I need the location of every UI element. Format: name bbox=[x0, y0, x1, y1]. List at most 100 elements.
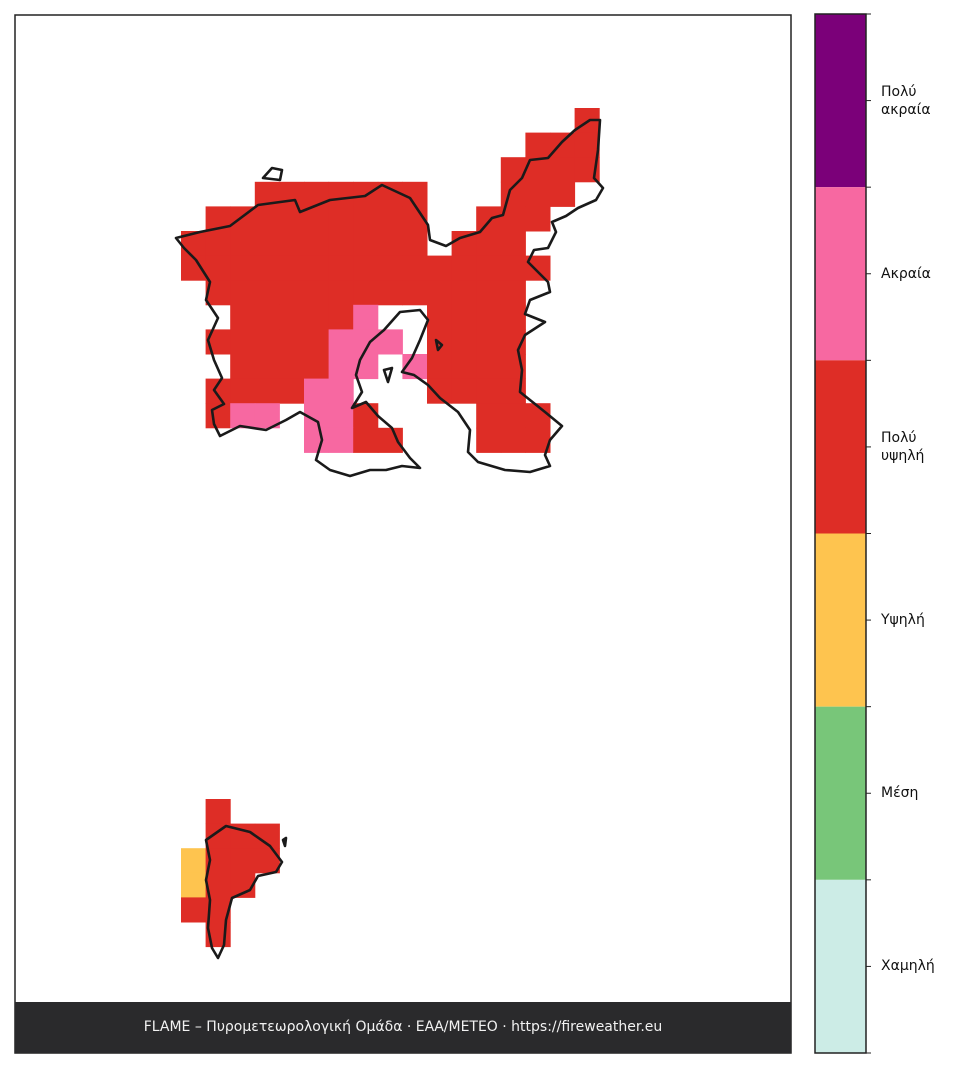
risk-cell bbox=[254, 280, 280, 306]
risk-cell bbox=[304, 231, 330, 257]
risk-cell bbox=[377, 255, 403, 281]
colorbar-label: Μέση bbox=[881, 785, 919, 802]
risk-cell bbox=[328, 354, 354, 380]
colorbar bbox=[815, 13, 871, 1054]
colorbar-label: Χαμηλή bbox=[881, 958, 935, 975]
risk-cell bbox=[476, 403, 502, 429]
risk-cell bbox=[377, 427, 403, 453]
risk-cell bbox=[181, 897, 207, 923]
risk-cell bbox=[500, 280, 526, 306]
risk-cell bbox=[525, 132, 551, 158]
risk-cell bbox=[353, 427, 379, 453]
risk-cell bbox=[476, 329, 502, 355]
risk-cell bbox=[181, 872, 207, 898]
risk-cell bbox=[500, 231, 526, 257]
colorbar-label: Υψηλή bbox=[881, 612, 925, 629]
risk-cell bbox=[451, 255, 477, 281]
risk-cell bbox=[205, 231, 231, 257]
risk-cell bbox=[402, 280, 428, 306]
risk-cell bbox=[328, 329, 354, 355]
risk-cell bbox=[451, 354, 477, 380]
risk-cell bbox=[304, 354, 330, 380]
risk-cell bbox=[476, 354, 502, 380]
risk-cell bbox=[304, 255, 330, 281]
risk-cell bbox=[328, 403, 354, 429]
risk-cell bbox=[230, 403, 256, 429]
risk-cell bbox=[476, 427, 502, 453]
risk-cell bbox=[328, 231, 354, 257]
risk-cell bbox=[377, 329, 403, 355]
risk-cell bbox=[353, 255, 379, 281]
risk-cell bbox=[328, 280, 354, 306]
risk-cell bbox=[304, 378, 330, 404]
risk-cell bbox=[279, 378, 305, 404]
risk-cell bbox=[451, 304, 477, 330]
risk-cell bbox=[451, 329, 477, 355]
risk-cell bbox=[377, 280, 403, 306]
risk-cell bbox=[402, 181, 428, 207]
risk-cell bbox=[230, 848, 256, 874]
risk-cell bbox=[500, 304, 526, 330]
risk-cell bbox=[550, 132, 576, 158]
risk-cell bbox=[328, 378, 354, 404]
risk-cell bbox=[427, 304, 453, 330]
risk-cell bbox=[353, 231, 379, 257]
risk-cell bbox=[574, 132, 600, 158]
risk-cell bbox=[377, 206, 403, 232]
risk-cell bbox=[279, 255, 305, 281]
colorbar-frame bbox=[814, 13, 867, 1054]
risk-cell bbox=[476, 206, 502, 232]
risk-cell bbox=[304, 329, 330, 355]
risk-cell bbox=[254, 255, 280, 281]
colorbar-label: Πολύ υψηλή bbox=[881, 429, 925, 464]
risk-cell bbox=[328, 427, 354, 453]
colorbar-segment bbox=[815, 879, 866, 1053]
risk-cell bbox=[279, 354, 305, 380]
risk-cell bbox=[402, 255, 428, 281]
risk-cell bbox=[353, 206, 379, 232]
risk-cell bbox=[304, 280, 330, 306]
risk-cell bbox=[230, 231, 256, 257]
risk-cell bbox=[500, 403, 526, 429]
risk-cell bbox=[328, 255, 354, 281]
risk-cell bbox=[230, 354, 256, 380]
risk-cell bbox=[230, 304, 256, 330]
risk-cell bbox=[230, 255, 256, 281]
risk-cell bbox=[230, 378, 256, 404]
risk-cell bbox=[476, 255, 502, 281]
risk-cell bbox=[525, 181, 551, 207]
risk-cell bbox=[328, 304, 354, 330]
risk-cell bbox=[230, 329, 256, 355]
risk-grid bbox=[181, 108, 600, 948]
risk-cell bbox=[279, 280, 305, 306]
risk-cell bbox=[181, 848, 207, 874]
risk-cell bbox=[476, 378, 502, 404]
risk-cell bbox=[353, 403, 379, 429]
risk-cell bbox=[550, 181, 576, 207]
risk-cell bbox=[427, 378, 453, 404]
risk-cell bbox=[328, 181, 354, 207]
risk-cell bbox=[254, 329, 280, 355]
risk-cell bbox=[427, 354, 453, 380]
risk-cell bbox=[279, 231, 305, 257]
risk-cell bbox=[230, 280, 256, 306]
risk-cell bbox=[451, 378, 477, 404]
risk-cell bbox=[254, 231, 280, 257]
risk-cell bbox=[377, 231, 403, 257]
coastline bbox=[174, 118, 605, 960]
risk-cell bbox=[328, 206, 354, 232]
colorbar-label: Πολύ ακραία bbox=[881, 83, 931, 118]
risk-cell bbox=[254, 378, 280, 404]
risk-cell bbox=[304, 206, 330, 232]
risk-cell bbox=[353, 304, 379, 330]
risk-cell bbox=[451, 280, 477, 306]
risk-cell bbox=[254, 304, 280, 330]
risk-cell bbox=[476, 231, 502, 257]
risk-cell bbox=[254, 206, 280, 232]
risk-cell bbox=[304, 304, 330, 330]
risk-cell bbox=[525, 206, 551, 232]
risk-cell bbox=[476, 280, 502, 306]
colorbar-segment bbox=[815, 533, 866, 707]
